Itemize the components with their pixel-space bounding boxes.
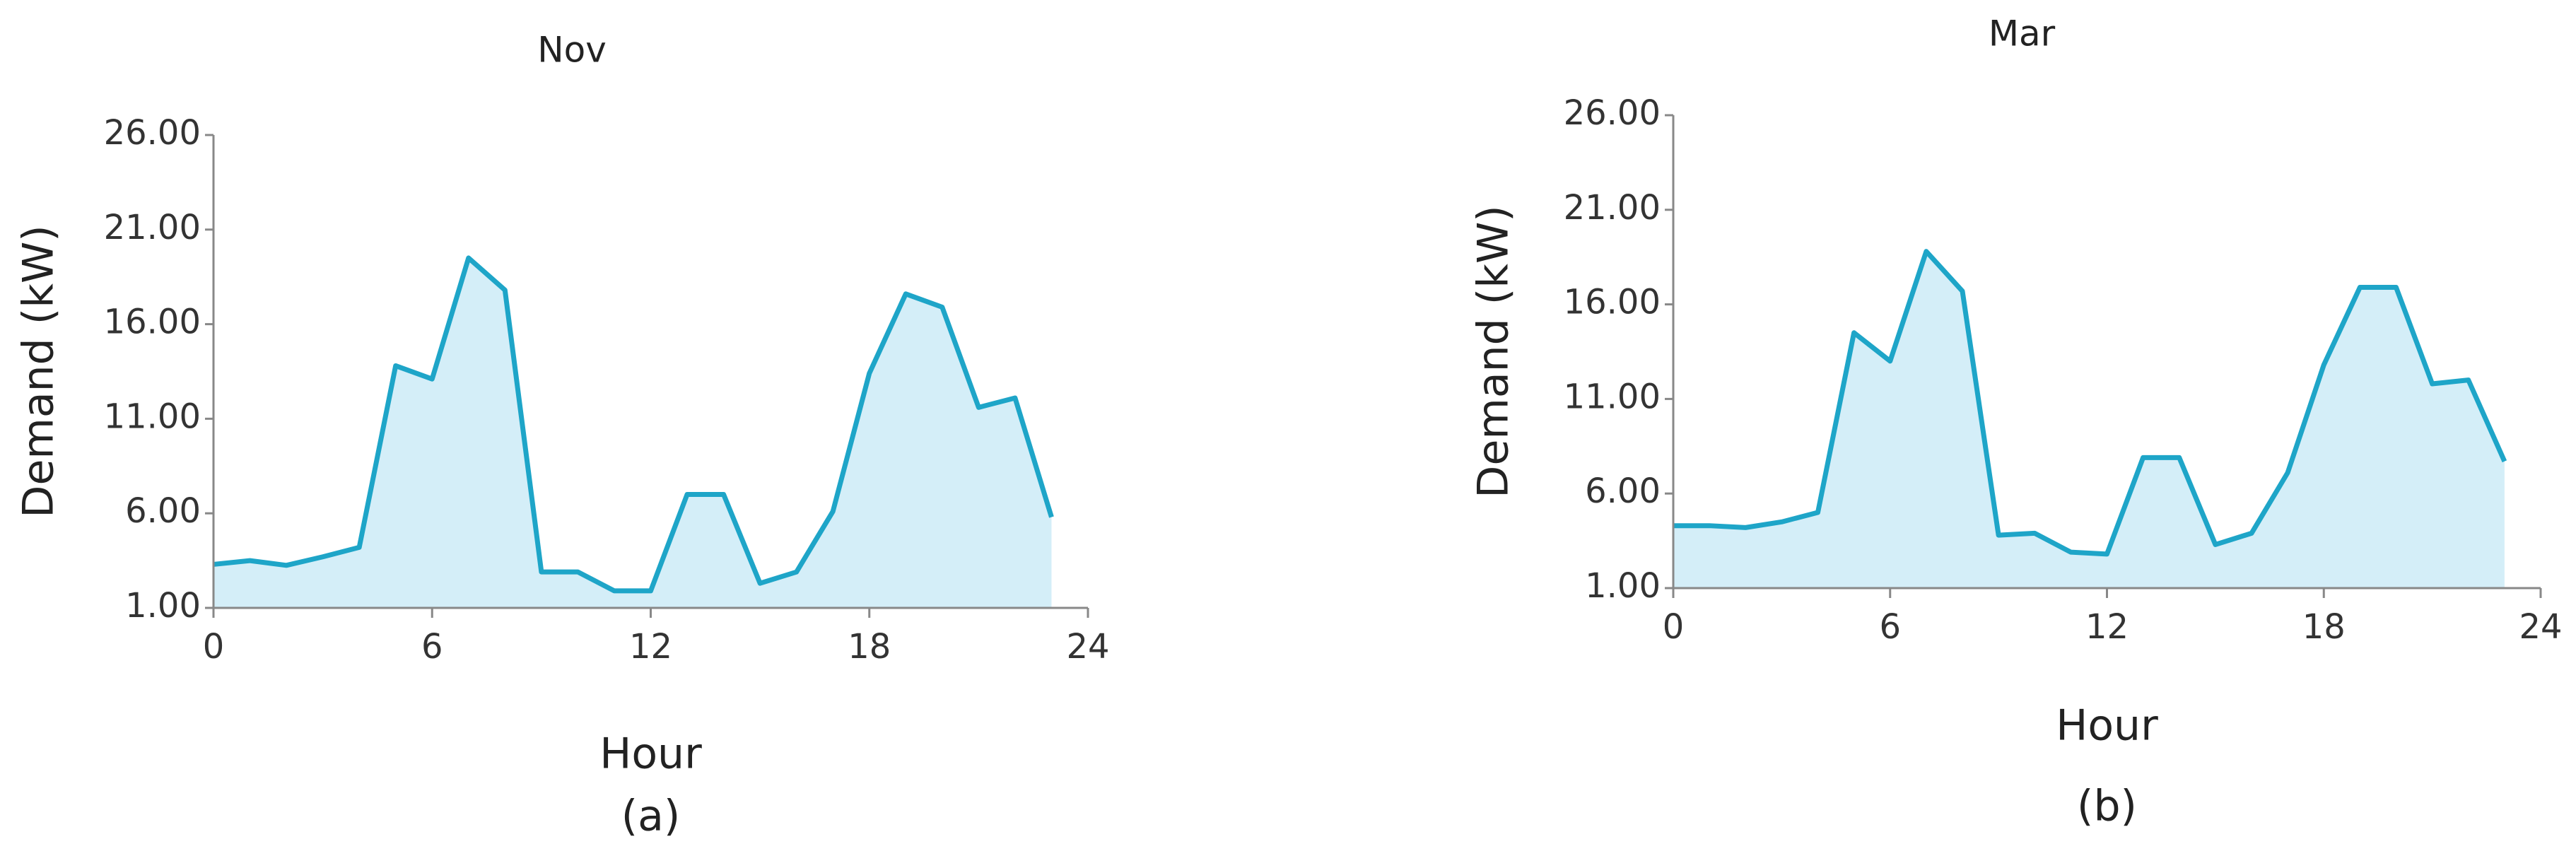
chart-title: Mar — [1989, 13, 2056, 54]
area — [213, 257, 1052, 608]
area — [1673, 251, 2505, 588]
y-tick-label: 6.00 — [1585, 471, 1661, 511]
y-tick-label: 11.00 — [104, 397, 201, 436]
y-tick-label: 1.00 — [1585, 566, 1661, 606]
x-tick-label: 0 — [203, 627, 225, 667]
x-tick-label: 24 — [1066, 627, 1109, 667]
y-axis-label: Demand (kW) — [14, 225, 64, 517]
x-tick-label: 12 — [629, 627, 672, 667]
x-axis-label: Hour — [2056, 701, 2158, 751]
y-tick-label: 16.00 — [104, 303, 201, 342]
y-axis-label: Demand (kW) — [1469, 205, 1518, 498]
y-tick-label: 6.00 — [125, 491, 201, 531]
y-tick-label: 26.00 — [1564, 93, 1661, 133]
x-tick-label: 6 — [1879, 607, 1901, 647]
y-tick-label: 21.00 — [104, 208, 201, 247]
y-tick-label: 16.00 — [1564, 283, 1661, 322]
x-tick-label: 6 — [421, 627, 443, 667]
x-tick-label: 0 — [1663, 607, 1685, 647]
chart-title: Nov — [537, 30, 607, 71]
line — [213, 255, 1054, 594]
caption: (a) — [621, 792, 681, 841]
y-tick-label: 21.00 — [1564, 188, 1661, 228]
x-tick-label: 24 — [2519, 607, 2562, 647]
x-tick-label: 12 — [2085, 607, 2129, 647]
x-tick-label: 18 — [848, 627, 891, 667]
y-tick-label: 1.00 — [125, 586, 201, 626]
y-tick-label: 26.00 — [104, 113, 201, 153]
y-tick-label: 11.00 — [1564, 377, 1661, 416]
line — [1673, 249, 2507, 557]
caption: (b) — [2077, 782, 2137, 831]
x-tick-label: 18 — [2302, 607, 2346, 647]
x-axis-label: Hour — [599, 729, 702, 779]
